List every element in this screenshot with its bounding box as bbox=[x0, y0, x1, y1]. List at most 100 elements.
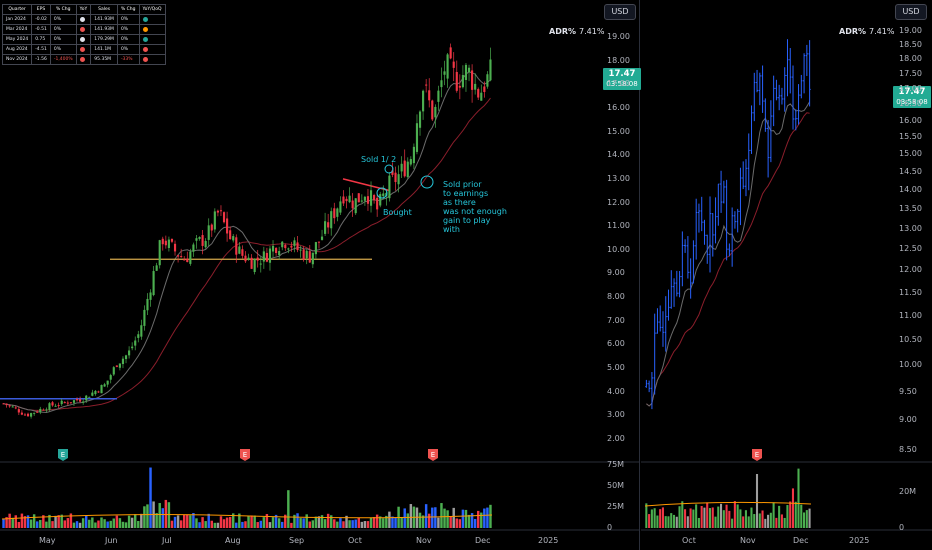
currency-button-right[interactable]: USD bbox=[895, 4, 927, 20]
candle-body bbox=[232, 236, 235, 241]
volume-bar bbox=[305, 514, 308, 528]
volume-bar bbox=[91, 517, 94, 528]
earnings-badge-icon: E bbox=[752, 449, 762, 461]
earnings-cell: 0% bbox=[116, 44, 140, 55]
candle-body bbox=[219, 210, 223, 212]
volume-bar bbox=[48, 514, 51, 528]
candle-body bbox=[152, 271, 155, 296]
volume-bar bbox=[81, 518, 85, 528]
right-chart-pane[interactable]: ADR% 7.41% USD 17.47 03:58:08 19.00 18.50 1… bbox=[641, 0, 932, 550]
earnings-cell bbox=[75, 54, 92, 65]
earnings-cell: 0% bbox=[49, 24, 77, 35]
annotation-line: to earnings bbox=[443, 189, 489, 198]
volume-bar bbox=[686, 516, 689, 528]
volume-bar bbox=[45, 521, 48, 528]
volume-bar bbox=[170, 520, 174, 528]
candle-body bbox=[109, 375, 112, 380]
volume-bar bbox=[720, 503, 723, 528]
left-chart-pane[interactable]: Quarter EPS% Chg YoY Sales% Chg YoY/QoQ Jan … bbox=[0, 0, 641, 550]
candle-body bbox=[299, 249, 302, 251]
volume-bar bbox=[253, 515, 256, 528]
candle-body bbox=[431, 100, 434, 120]
candle-body bbox=[112, 367, 115, 375]
candle-body bbox=[106, 380, 109, 385]
volume-bar bbox=[72, 522, 76, 528]
left-chart-canvas[interactable] bbox=[0, 0, 640, 550]
volume-bar bbox=[670, 513, 673, 528]
candle-body bbox=[458, 85, 461, 88]
volume-bar bbox=[287, 490, 290, 528]
price-tick-label: 9.00 bbox=[899, 415, 917, 425]
volume-bar bbox=[51, 521, 54, 528]
volume-bar bbox=[489, 504, 492, 528]
earnings-cell: 0% bbox=[116, 34, 140, 45]
volume-bar bbox=[805, 510, 808, 528]
candle-body bbox=[39, 408, 42, 413]
candle-body bbox=[8, 405, 11, 407]
annotation-sold-half: Sold 1/ 2 bbox=[361, 155, 397, 164]
volume-bar bbox=[443, 508, 446, 528]
volume-bar bbox=[222, 519, 226, 528]
earnings-header-cell: Quarter bbox=[1, 4, 33, 15]
earnings-cell: Nov 2024 bbox=[1, 54, 33, 65]
candle-body bbox=[121, 358, 125, 365]
volume-bar bbox=[103, 519, 106, 528]
candle-body bbox=[305, 250, 308, 259]
price-tick-label: 5.00 bbox=[607, 363, 625, 373]
status-dot-icon bbox=[142, 36, 148, 42]
earnings-cell bbox=[75, 44, 92, 55]
volume-bar bbox=[406, 513, 409, 528]
candle-body bbox=[471, 70, 474, 90]
candle-body bbox=[216, 210, 219, 213]
candle-body bbox=[164, 240, 167, 246]
volume-bar bbox=[121, 521, 125, 528]
price-tick-label: 16.00 bbox=[607, 102, 630, 112]
volume-bar bbox=[109, 520, 112, 528]
price-tick-label: 14.00 bbox=[607, 150, 630, 160]
volume-bar bbox=[800, 504, 803, 528]
price-tick-label: 9.50 bbox=[899, 387, 917, 397]
candle-body bbox=[330, 211, 333, 229]
volume-bar bbox=[458, 519, 462, 528]
volume-bar bbox=[155, 513, 158, 528]
status-dot-icon bbox=[142, 56, 148, 62]
volume-bar bbox=[736, 504, 739, 528]
volume-bar bbox=[20, 513, 24, 528]
candle-body bbox=[437, 90, 440, 102]
earnings-cell: -33% bbox=[116, 54, 140, 65]
candle-body bbox=[238, 246, 241, 254]
volume-bar bbox=[268, 522, 272, 528]
earnings-cell: -1.56 bbox=[31, 54, 51, 65]
price-tick-label: 19.00 bbox=[607, 32, 630, 41]
candle-body bbox=[97, 391, 100, 393]
candle-body bbox=[440, 80, 443, 88]
volume-bar bbox=[11, 517, 14, 528]
marker-circle-sold bbox=[384, 164, 394, 174]
volume-bar bbox=[259, 520, 262, 528]
volume-bar bbox=[772, 502, 775, 528]
price-tick-label: 8.00 bbox=[607, 292, 625, 302]
volume-bar bbox=[650, 509, 653, 528]
volume-bar bbox=[769, 512, 772, 528]
earnings-cell: 0% bbox=[49, 34, 77, 45]
candle-body bbox=[486, 74, 489, 87]
earnings-row: Nov 2024 -1.56 -1,400% 95.35M -33% bbox=[1, 54, 166, 65]
volume-average-line bbox=[1, 514, 493, 520]
volume-bar bbox=[42, 515, 45, 528]
volume-bar bbox=[112, 518, 115, 528]
currency-button[interactable]: USD bbox=[604, 4, 636, 20]
volume-bar bbox=[369, 517, 373, 528]
earnings-badge-icon: E bbox=[58, 449, 68, 461]
volume-bar bbox=[351, 520, 354, 528]
volume-bar bbox=[684, 509, 687, 528]
volume-bar bbox=[653, 508, 656, 528]
candle-body bbox=[173, 243, 177, 252]
volume-bar bbox=[271, 517, 275, 528]
right-chart-canvas[interactable] bbox=[641, 0, 932, 550]
candle-body bbox=[394, 172, 397, 183]
candle-body bbox=[483, 86, 486, 92]
price-tick-label: 15.00 bbox=[607, 126, 630, 136]
candle-body bbox=[42, 409, 45, 411]
volume-bar bbox=[452, 507, 455, 528]
time-tick-label: Aug bbox=[225, 536, 241, 545]
